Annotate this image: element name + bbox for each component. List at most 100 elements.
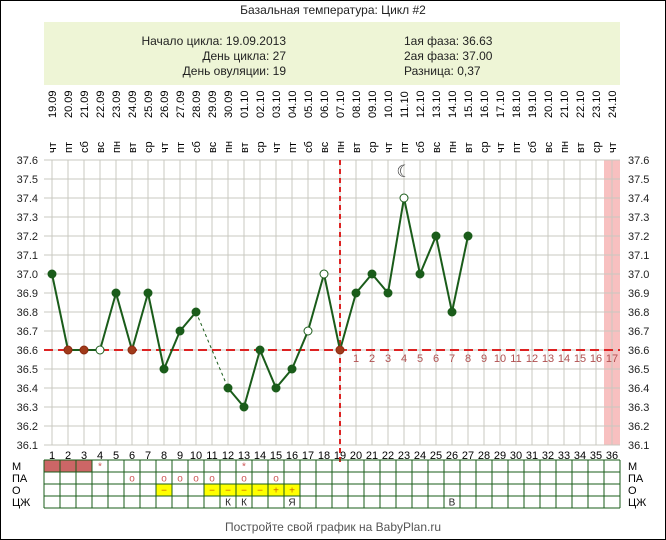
date-label: 26.09 (159, 90, 171, 118)
post-ovulation-day-label: 16 (590, 353, 602, 365)
phase-difference: Разница: 0,37 (404, 64, 481, 78)
ovulation-test-cell (268, 484, 284, 496)
y-tick-label-right: 37.5 (628, 174, 649, 186)
temperature-point (271, 383, 281, 393)
weekday-label: сб (415, 141, 427, 153)
weekday-label: вт (351, 142, 363, 153)
temperature-point (383, 288, 393, 298)
temperature-line-segment (387, 197, 405, 294)
table-row-label-right: ПА (628, 473, 644, 485)
y-tick-label-left: 36.9 (17, 288, 38, 300)
day-number-label: 5 (113, 450, 119, 462)
weekday-label: пт (511, 142, 523, 153)
post-ovulation-day-label: 1 (353, 353, 359, 365)
temperature-point (447, 307, 457, 317)
date-label: 11.10 (399, 91, 411, 118)
date-label: 01.10 (239, 90, 251, 118)
cervical-mucus-mark: В (449, 498, 456, 509)
post-ovulation-day-label: 3 (385, 353, 391, 365)
date-label: 07.10 (335, 90, 347, 118)
post-ovulation-day-label: 10 (494, 353, 506, 365)
day-number-label: 35 (590, 450, 602, 462)
intercourse-mark: o (273, 474, 279, 485)
temperature-point (463, 231, 473, 241)
y-tick-label-right: 36.3 (628, 402, 649, 414)
temperature-point (303, 326, 313, 336)
intercourse-mark: o (129, 474, 135, 485)
ovulation-test-mark: − (225, 486, 231, 497)
day-number-label: 26 (446, 450, 458, 462)
post-ovulation-day-label: 8 (465, 353, 471, 365)
weekday-label: вт (239, 142, 251, 153)
date-label: 14.10 (447, 90, 459, 118)
table-row-label-left: О (12, 485, 21, 497)
temperature-point (399, 193, 409, 203)
post-ovulation-day-label: 17 (606, 353, 618, 365)
weekday-label: вс (543, 141, 555, 153)
date-label: 06.10 (319, 90, 331, 118)
y-tick-label-left: 37.0 (17, 269, 38, 281)
day-number-label: 17 (302, 450, 314, 462)
menses-cell (76, 460, 92, 472)
footer-link[interactable]: Постройте свой график на BabyPlan.ru (224, 520, 442, 534)
y-tick-label-left: 36.5 (17, 364, 38, 376)
temperature-point (175, 326, 185, 336)
table-row-label-left: М (12, 461, 21, 473)
date-label: 10.10 (383, 90, 395, 118)
date-label: 24.10 (607, 90, 619, 118)
day-number-label: 12 (222, 450, 234, 462)
date-label: 12.10 (415, 90, 427, 118)
y-tick-label-right: 37.3 (628, 212, 649, 224)
post-ovulation-day-label: 11 (510, 353, 521, 365)
cycle-start: Начало цикла: 19.09.2013 (141, 34, 286, 48)
date-label: 20.09 (63, 90, 75, 118)
menses-star-mark: * (98, 462, 102, 473)
ovulation-test-mark: − (241, 486, 247, 497)
ovulation-day: День овуляции: 19 (182, 64, 286, 78)
phase2-avg: 2ая фаза: 37.00 (404, 49, 493, 63)
post-ovulation-day-label: 14 (558, 353, 570, 365)
temperature-point (319, 269, 329, 279)
weekday-label: сб (303, 141, 315, 153)
ovulation-test-mark: − (161, 486, 167, 497)
date-label: 22.10 (575, 90, 587, 118)
day-number-label: 32 (542, 450, 554, 462)
y-tick-label-right: 36.8 (628, 307, 649, 319)
temperature-point (223, 383, 233, 393)
y-tick-label-left: 37.5 (17, 174, 38, 186)
day-number-label: 22 (382, 450, 394, 462)
day-number-label: 29 (494, 450, 506, 462)
y-tick-label-left: 37.2 (17, 231, 38, 243)
post-ovulation-day-label: 2 (369, 353, 375, 365)
y-tick-label-right: 37.4 (628, 193, 649, 205)
weekday-label: сб (527, 141, 539, 153)
day-number-label: 10 (190, 450, 202, 462)
ovulation-test-cell (156, 484, 172, 496)
table-row-label-left: ПА (12, 473, 28, 485)
intercourse-mark: o (177, 474, 183, 485)
day-number-label: 30 (510, 450, 522, 462)
weekday-label: чт (607, 142, 619, 153)
day-number-label: 15 (270, 450, 282, 462)
day-number-label: 4 (97, 450, 103, 462)
y-tick-label-left: 37.6 (17, 155, 38, 167)
weekday-label: пн (111, 141, 123, 153)
date-label: 21.09 (79, 90, 91, 118)
weekday-label: вс (431, 141, 443, 153)
weekday-label: пт (63, 142, 75, 153)
temperature-point (335, 345, 345, 355)
weekday-label: ср (143, 141, 155, 153)
weekday-label: пн (559, 141, 571, 153)
date-label: 20.10 (543, 90, 555, 118)
y-tick-label-right: 36.9 (628, 288, 649, 300)
date-label: 09.10 (367, 90, 379, 118)
weekday-label: пт (399, 142, 411, 153)
temperature-line-segment (163, 330, 181, 370)
temperature-line-segment (51, 273, 69, 351)
cervical-mucus-mark: К (241, 498, 247, 509)
phase1-avg: 1ая фаза: 36.63 (404, 34, 493, 48)
ovulation-test-mark: + (273, 486, 279, 497)
y-tick-label-right: 36.6 (628, 345, 649, 357)
date-label: 25.09 (143, 90, 155, 118)
weekday-label: вт (463, 142, 475, 153)
